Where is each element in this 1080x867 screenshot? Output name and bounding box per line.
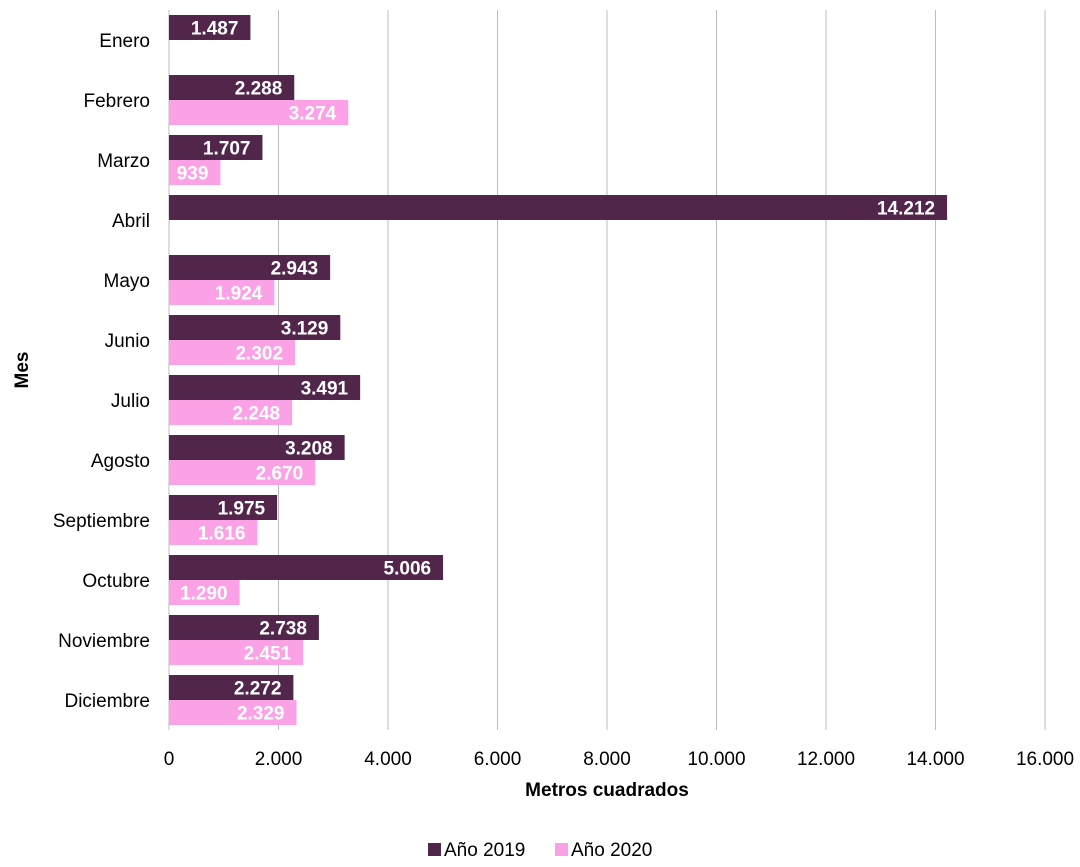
category-label: Marzo <box>97 151 150 172</box>
bar-2020 <box>169 160 221 185</box>
data-label: 1.616 <box>198 524 246 545</box>
bar-2019 <box>169 675 294 700</box>
data-label: 5.006 <box>384 559 432 580</box>
legend-label: Año 2019 <box>444 840 525 861</box>
data-label: 2.248 <box>233 404 281 425</box>
x-tick-label: 10.000 <box>687 749 745 770</box>
data-label: 3.208 <box>285 439 333 460</box>
data-label: 2.329 <box>237 704 285 725</box>
category-label: Diciembre <box>64 691 150 712</box>
data-label: 2.451 <box>244 644 292 665</box>
data-label: 2.670 <box>256 464 304 485</box>
bar-2019 <box>169 615 319 640</box>
x-tick-label: 0 <box>164 749 175 770</box>
category-label: Febrero <box>83 91 150 112</box>
data-labels: 1.487 2.288 3.274 1.707 939 14.212 2.943 1.924 3… <box>177 19 935 725</box>
data-label: 939 <box>177 164 209 185</box>
category-label: Mayo <box>104 271 150 292</box>
data-label: 1.975 <box>218 499 266 520</box>
x-tick-label: 8.000 <box>583 749 631 770</box>
category-label: Abril <box>112 211 150 232</box>
x-tick-label: 14.000 <box>906 749 964 770</box>
data-label: 2.302 <box>235 344 283 365</box>
category-label: Noviembre <box>58 631 150 652</box>
data-label: 2.738 <box>259 619 307 640</box>
bar-2020 <box>169 580 240 605</box>
data-label: 1.707 <box>203 139 251 160</box>
bar-2019 <box>169 255 331 280</box>
y-axis-title: Mes <box>12 352 33 389</box>
x-tick-label: 6.000 <box>474 749 522 770</box>
bar-2020 <box>169 280 275 305</box>
bar-2019 <box>169 315 341 340</box>
category-label: Septiembre <box>53 511 150 532</box>
gridlines <box>168 10 1046 730</box>
x-tick-label: 12.000 <box>797 749 855 770</box>
x-tick-label: 2.000 <box>255 749 303 770</box>
bars <box>169 15 948 725</box>
legend-label: Año 2020 <box>571 840 652 861</box>
data-label: 3.274 <box>289 104 337 125</box>
legend: Año 2019 Año 2020 <box>428 840 652 861</box>
bar-2019 <box>169 75 295 100</box>
data-label: 1.924 <box>215 284 263 305</box>
bar-2019 <box>169 135 263 160</box>
category-label: Agosto <box>91 451 150 472</box>
data-label: 14.212 <box>877 199 935 220</box>
bar-2019 <box>169 15 251 40</box>
data-label: 1.487 <box>191 19 239 40</box>
category-labels: Enero Febrero Marzo Abril Mayo Junio Julio Agos… <box>53 31 150 712</box>
x-tick-labels: 0 2.000 4.000 6.000 8.000 10.000 12.000 14.000 1… <box>164 749 1074 770</box>
bar-2020 <box>169 700 297 725</box>
data-label: 2.943 <box>271 259 319 280</box>
bar-2020 <box>169 400 293 425</box>
bar-2019 <box>169 195 948 220</box>
data-label: 3.129 <box>281 319 329 340</box>
category-label: Octubre <box>82 571 150 592</box>
x-tick-label: 16.000 <box>1016 749 1074 770</box>
bar-2019 <box>169 375 361 400</box>
legend-swatch <box>428 843 441 856</box>
x-tick-label: 4.000 <box>364 749 412 770</box>
x-axis-title: Metros cuadrados <box>525 780 689 801</box>
bar-2020 <box>169 340 296 365</box>
bar-2020 <box>169 100 349 125</box>
legend-swatch <box>555 843 568 856</box>
category-label: Enero <box>99 31 150 52</box>
bar-2019 <box>169 495 278 520</box>
data-label: 1.290 <box>180 584 228 605</box>
category-label: Julio <box>111 391 150 412</box>
bar-2020 <box>169 460 316 485</box>
data-label: 3.491 <box>301 379 349 400</box>
data-label: 2.288 <box>235 79 283 100</box>
bar-2019 <box>169 555 444 580</box>
category-label: Junio <box>105 331 150 352</box>
bar-2020 <box>169 640 304 665</box>
bar-2020 <box>169 520 258 545</box>
bar-2019 <box>169 435 345 460</box>
data-label: 2.272 <box>234 679 282 700</box>
